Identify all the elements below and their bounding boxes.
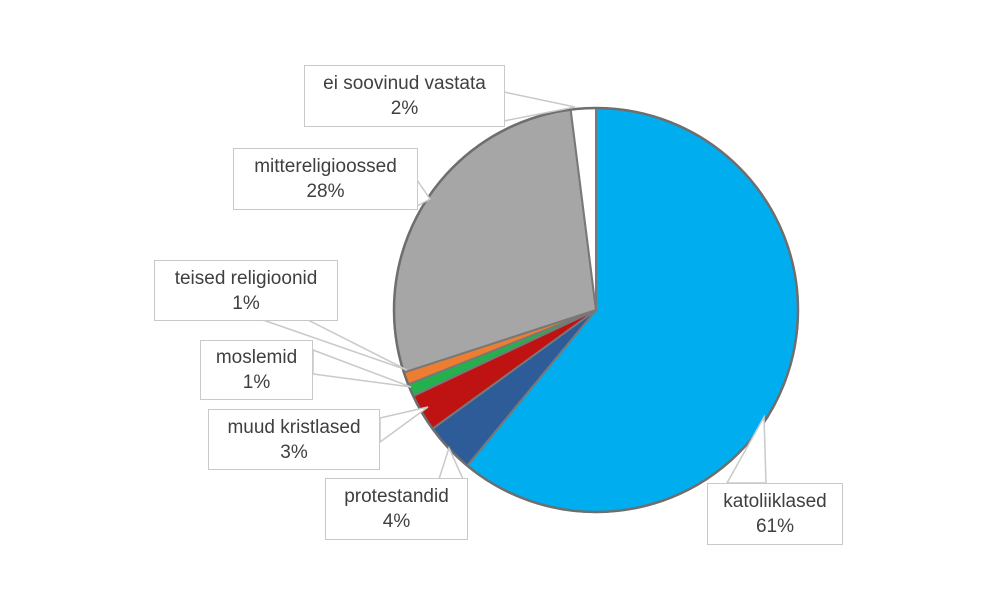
callout-ei-soovinud-vastata: ei soovinud vastata 2%: [304, 65, 505, 127]
callout-protestandid: protestandid 4%: [325, 478, 468, 540]
callout-muud-kristlased: muud kristlased 3%: [208, 409, 380, 470]
callout-value: 3%: [280, 441, 308, 463]
callout-value: 4%: [382, 511, 411, 532]
callout-label: muud kristlased: [227, 416, 361, 438]
callout-moslemid: moslemid 1%: [200, 340, 313, 400]
callout-value: 2%: [390, 98, 419, 119]
callout-value: 61%: [755, 516, 795, 537]
callout-value: 1%: [232, 292, 260, 314]
callout-label: moslemid: [215, 347, 298, 368]
pie-outline: [392, 106, 800, 514]
callout-value: 28%: [306, 181, 345, 202]
callout-pointer-muud-kristlased: [379, 406, 429, 444]
callout-katoliiklased: katoliiklased 61%: [707, 483, 843, 545]
callout-mittereligioossed: mittereligioossed 28%: [233, 148, 418, 210]
callout-label: katoliiklased: [723, 491, 827, 512]
callout-value: 1%: [242, 372, 271, 393]
callout-label: mittereligioossed: [254, 156, 397, 177]
callout-label: teised religioonid: [174, 267, 318, 289]
callout-label: ei soovinud vastata: [323, 73, 486, 94]
callout-label: protestandid: [344, 486, 449, 507]
callout-pointer-moslemid: [312, 348, 412, 388]
callout-teised-religioonid: teised religioonid 1%: [154, 260, 338, 321]
